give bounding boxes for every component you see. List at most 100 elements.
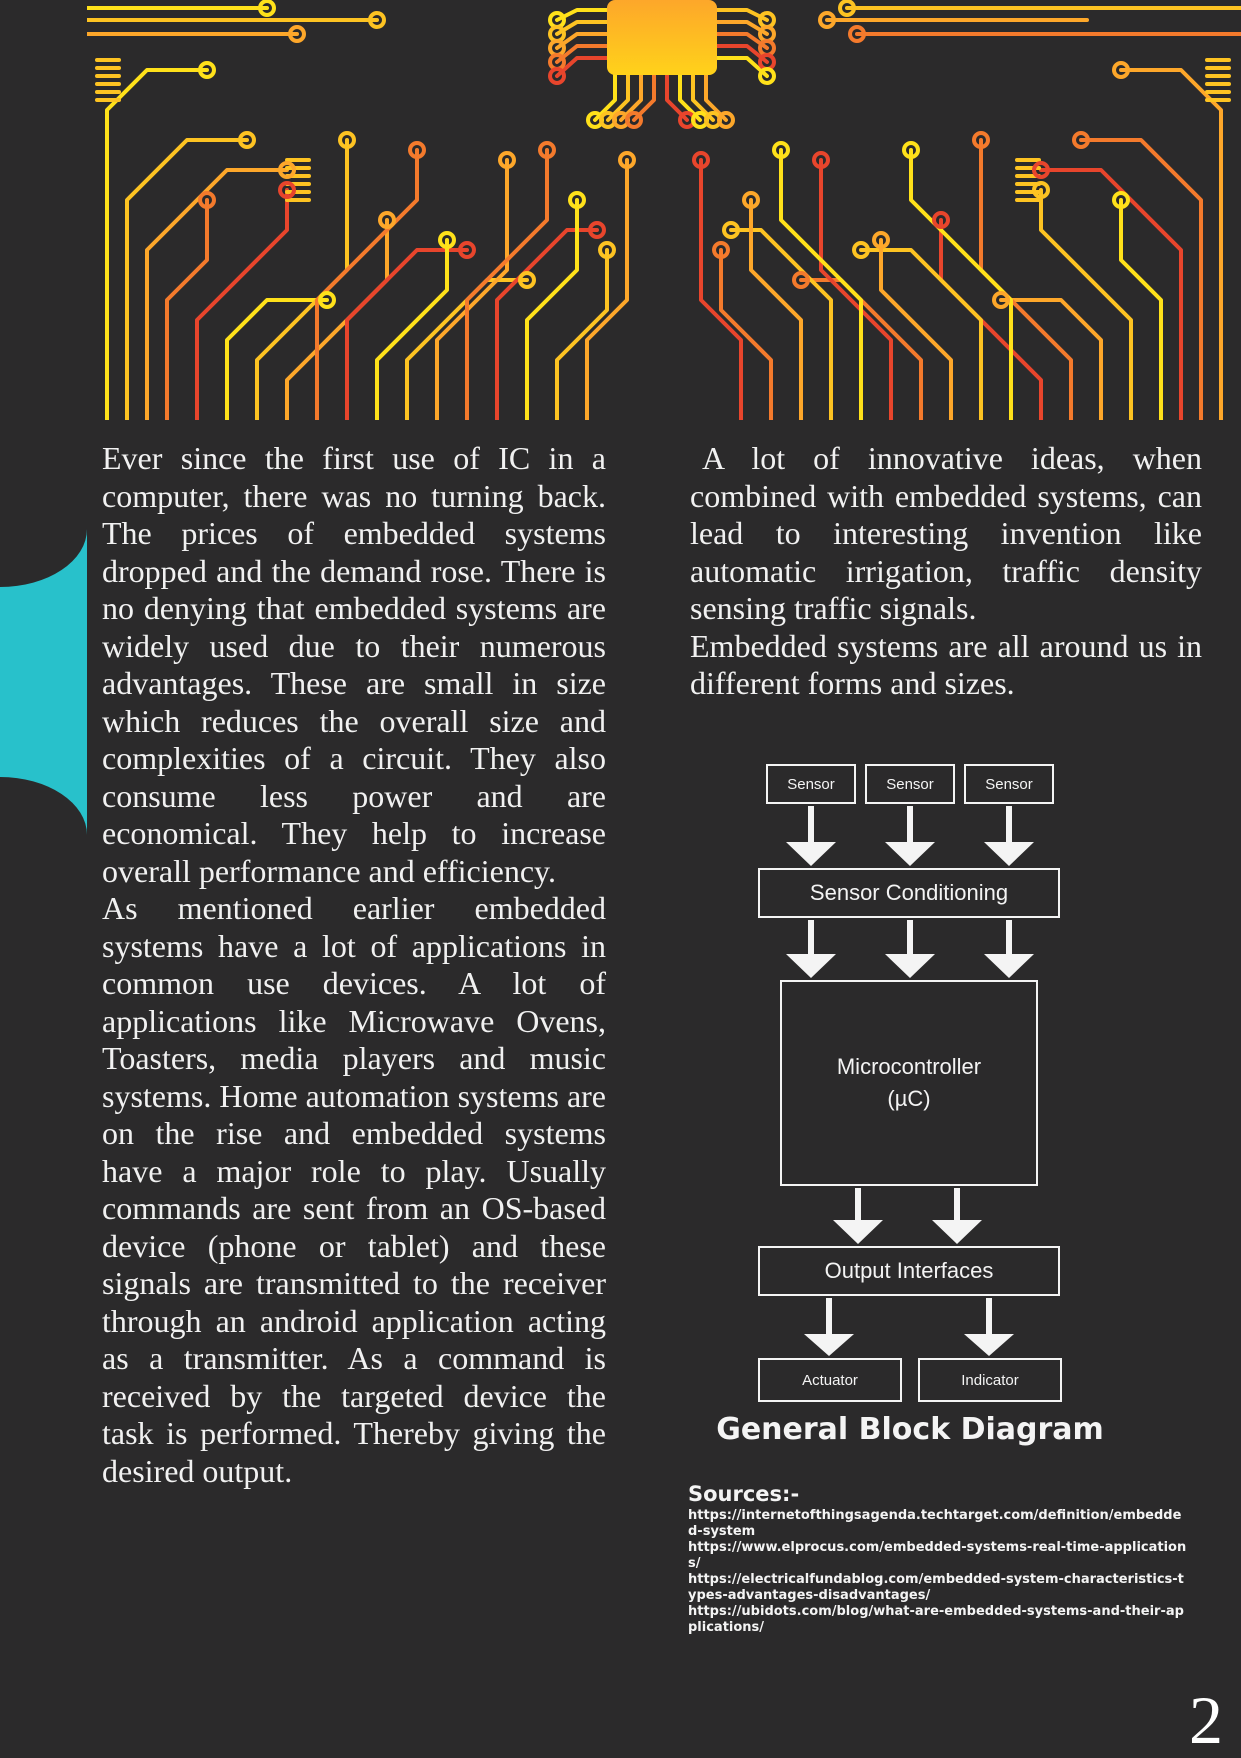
source-link-2[interactable]: https://www.elprocus.com/embedded-system… [688, 1540, 1187, 1571]
source-link-3[interactable]: https://electricalfundablog.com/embedded… [688, 1572, 1184, 1603]
band-scallop-bottom [0, 777, 87, 1754]
solder-pad [812, 151, 830, 169]
circuit-trace [1119, 198, 1163, 420]
solder-pad [692, 151, 710, 169]
indicator-box: Indicator [918, 1358, 1062, 1402]
circuit-trace [879, 238, 953, 420]
arrow-down-icon [932, 1188, 982, 1244]
sensor-box-1: Sensor [766, 764, 856, 804]
circuit-trace [799, 278, 923, 420]
right-paragraph-2: Embedded systems are all around us in di… [690, 627, 1202, 702]
circuit-trace [315, 148, 419, 420]
sensor-label: Sensor [985, 775, 1033, 793]
solder-pad [288, 25, 306, 43]
solder-pad [818, 11, 836, 29]
sensor-label: Sensor [886, 775, 934, 793]
sensor-box-2: Sensor [865, 764, 955, 804]
solder-pad [278, 181, 296, 199]
left-article-column: Ever since the first use of IC in a comp… [102, 440, 606, 1490]
solder-pad [722, 221, 740, 239]
solder-pad [518, 271, 536, 289]
circuit-trace [619, 73, 643, 122]
circuit-trace [225, 298, 329, 420]
solder-pad [758, 67, 776, 85]
solder-pad [278, 161, 296, 179]
circuit-trace [255, 138, 349, 420]
diagram-title: General Block Diagram [716, 1412, 1104, 1447]
circuit-trace [285, 218, 389, 420]
diagram-arrows [786, 806, 1034, 1356]
solder-pad [378, 211, 396, 229]
solder-pad [338, 131, 356, 149]
output-interfaces-label: Output Interfaces [824, 1258, 994, 1283]
page-number: 2 [1189, 1682, 1223, 1758]
solder-pad [772, 141, 790, 159]
circuit-trace [405, 278, 529, 420]
circuit-trace [525, 198, 579, 420]
left-paragraph-2: As mentioned earlier embedded systems ha… [102, 890, 606, 1489]
circuit-trace [1039, 188, 1133, 420]
circuit-trace [704, 73, 728, 122]
arrow-down-icon [984, 920, 1034, 978]
circuit-trace [606, 73, 630, 122]
arrow-down-icon [804, 1298, 854, 1356]
solder-pad [1072, 131, 1090, 149]
solder-pad [1112, 191, 1130, 209]
solder-pad [872, 231, 890, 249]
solder-pad [848, 25, 866, 43]
circuit-trace [779, 148, 863, 420]
solder-pad [458, 241, 476, 259]
solder-pad [438, 231, 456, 249]
circuit-trace [678, 73, 702, 122]
circuit-trace [691, 73, 715, 122]
sensor-box-3: Sensor [964, 764, 1054, 804]
sources-section: Sources:- https://internetofthingsagenda… [688, 1482, 1188, 1636]
microcontroller-abbrev: (µC) [887, 1086, 931, 1111]
indicator-label: Indicator [961, 1371, 1019, 1389]
solder-pad [1032, 181, 1050, 199]
arrow-down-icon [786, 806, 836, 866]
solder-pad [902, 141, 920, 159]
circuit-trace [1079, 138, 1203, 420]
solder-pad [1032, 161, 1050, 179]
circuit-trace [555, 248, 609, 420]
solder-pad [792, 271, 810, 289]
circuit-trace [699, 158, 743, 420]
solder-pad [625, 111, 643, 129]
chip-icon [607, 0, 717, 75]
solder-pad [548, 67, 566, 85]
circuit-trace [195, 188, 289, 420]
band-scallop-top [0, 0, 87, 587]
circuit-trace [375, 238, 449, 420]
circuit-trace [165, 198, 209, 420]
circuit-trace [819, 158, 893, 420]
solder-pad [408, 141, 426, 159]
solder-pad [742, 191, 760, 209]
circuit-trace [105, 68, 209, 420]
solder-pad [238, 131, 256, 149]
circuit-trace [859, 248, 983, 420]
circuit-trace [979, 138, 1073, 420]
source-link-1[interactable]: https://internetofthingsagenda.techtarge… [688, 1508, 1182, 1539]
circuit-trace [665, 73, 689, 122]
arrow-down-icon [984, 806, 1034, 866]
circuit-trace [145, 168, 289, 420]
solder-pad [258, 0, 276, 17]
solder-pad [852, 241, 870, 259]
arrow-down-icon [786, 920, 836, 978]
circuit-trace [585, 158, 629, 420]
solder-pad [838, 0, 856, 17]
solder-pad [498, 151, 516, 169]
solder-pad [588, 221, 606, 239]
sensor-conditioning-box: Sensor Conditioning [758, 868, 1060, 918]
right-paragraph-1: A lot of innovative ideas, when combined… [690, 440, 1202, 626]
actuator-label: Actuator [802, 1371, 858, 1389]
arrow-down-icon [885, 920, 935, 978]
right-article-column: A lot of innovative ideas, when combined… [690, 440, 1202, 703]
source-link-4[interactable]: https://ubidots.com/blog/what-are-embedd… [688, 1604, 1184, 1635]
circuit-trace [1119, 68, 1223, 420]
solder-pad [717, 111, 735, 129]
solder-pad [568, 191, 586, 209]
circuit-trace [632, 73, 656, 122]
circuit-trace [719, 248, 773, 420]
